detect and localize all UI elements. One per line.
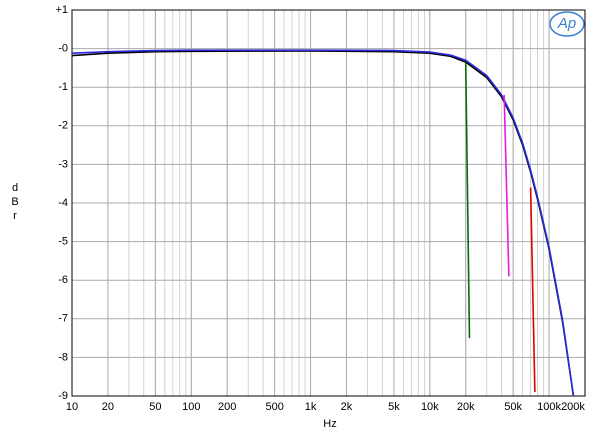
y-axis-label: r bbox=[13, 210, 17, 222]
y-tick-label: -0 bbox=[58, 43, 68, 55]
x-tick-label: 1k bbox=[305, 401, 317, 413]
x-tick-label: 100 bbox=[182, 401, 200, 413]
logo-ring bbox=[549, 11, 585, 37]
y-tick-label: -6 bbox=[58, 274, 68, 286]
x-tick-label: 20 bbox=[102, 401, 114, 413]
x-tick-label: 500 bbox=[265, 401, 283, 413]
logo: Ap bbox=[549, 11, 585, 37]
x-tick-label: 5k bbox=[388, 401, 400, 413]
series-line bbox=[71, 49, 575, 397]
x-tick-label: 2k bbox=[341, 401, 353, 413]
logo-text: Ap bbox=[557, 15, 576, 32]
y-axis-label: d bbox=[12, 182, 18, 194]
y-axis-label: B bbox=[11, 196, 18, 208]
series-line bbox=[464, 62, 471, 339]
plot-frame bbox=[71, 9, 586, 397]
y-tick-label: -5 bbox=[58, 236, 68, 248]
y-tick-label: -8 bbox=[58, 351, 68, 363]
series-line bbox=[529, 187, 536, 393]
x-tick-label: 10 bbox=[66, 401, 78, 413]
y-tick-label: -9 bbox=[58, 390, 68, 402]
x-tick-label: 50 bbox=[149, 401, 161, 413]
x-axis-label: Hz bbox=[323, 418, 336, 430]
y-tick-label: +1 bbox=[55, 4, 68, 16]
x-tick-label: 50k bbox=[504, 401, 522, 413]
x-tick-label: 10k bbox=[421, 401, 439, 413]
x-tick-label: 20k bbox=[457, 401, 475, 413]
y-tick-label: -4 bbox=[58, 197, 68, 209]
x-tick-label: 200 bbox=[218, 401, 236, 413]
y-tick-label: -2 bbox=[58, 120, 68, 132]
y-tick-label: -1 bbox=[58, 81, 68, 93]
series-line bbox=[503, 94, 510, 277]
y-tick-label: -3 bbox=[58, 158, 68, 170]
x-tick-label: 100k bbox=[537, 401, 561, 413]
y-tick-label: -7 bbox=[58, 313, 68, 325]
x-tick-label: 200k bbox=[561, 401, 585, 413]
